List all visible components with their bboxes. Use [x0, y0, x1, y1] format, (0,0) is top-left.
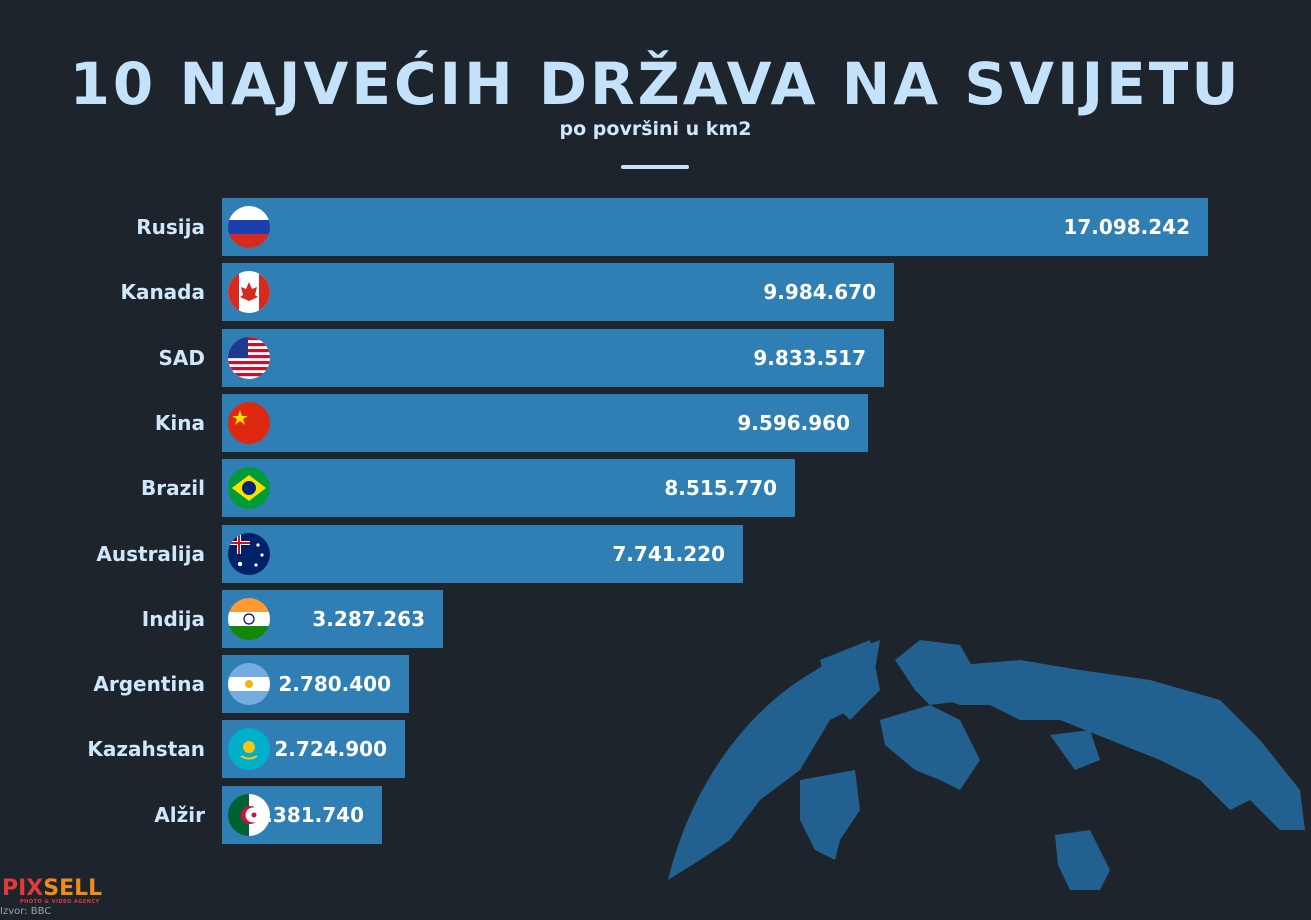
- category-label: Australija: [96, 541, 205, 566]
- value-label: 9.833.517: [753, 345, 866, 370]
- canada-flag-icon: [228, 271, 270, 314]
- bar: 7.741.220: [222, 524, 743, 583]
- bar-row: Indija 3.287.263: [0, 589, 1311, 648]
- bar-row: Rusija 17.098.242: [0, 198, 1311, 256]
- title-divider: [621, 165, 689, 169]
- india-flag-icon: [228, 597, 270, 640]
- australia-flag-icon: [228, 532, 270, 575]
- category-label: Alžir: [154, 802, 205, 827]
- bar-row: Brazil 8.515.770: [0, 459, 1311, 518]
- category-label: Indija: [141, 606, 205, 631]
- bar-row: Kanada 9.984.670: [0, 263, 1311, 322]
- algeria-flag-icon: [228, 793, 270, 836]
- kazakhstan-flag-icon: [228, 728, 270, 771]
- value-label: 2.724.900: [274, 737, 387, 762]
- bar: 17.098.242: [222, 198, 1208, 256]
- value-label: 3.287.263: [312, 606, 425, 631]
- bar: 2.780.400: [222, 655, 409, 714]
- value-label: 17.098.242: [1063, 215, 1190, 239]
- value-label: 2.381.740: [251, 802, 364, 827]
- usa-flag-icon: [228, 336, 270, 379]
- bar: 9.833.517: [222, 328, 884, 387]
- value-label: 9.596.960: [737, 410, 850, 435]
- category-label: Kazahstan: [87, 737, 205, 762]
- category-label: Rusija: [136, 215, 205, 239]
- category-label: Kina: [154, 410, 205, 435]
- category-label: Kanada: [120, 280, 205, 305]
- logo-tagline: PHOTO & VIDEO AGENCY: [20, 899, 100, 905]
- bar: 2.724.900: [222, 720, 405, 779]
- argentina-flag-icon: [228, 663, 270, 706]
- bar-row: Australija 7.741.220: [0, 524, 1311, 583]
- china-flag-icon: [228, 401, 270, 444]
- category-label: Argentina: [93, 672, 205, 697]
- logo-part-b: SELL: [43, 876, 103, 901]
- chart-subtitle: po površini u km2: [559, 118, 752, 140]
- value-label: 9.984.670: [763, 280, 876, 305]
- bar-row: Argentina 2.780.400: [0, 655, 1311, 714]
- bar: 9.984.670: [222, 263, 894, 322]
- source-note: Izvor: BBC: [0, 906, 52, 917]
- chart-title: 10 NAJVEĆIH DRŽAVA NA SVIJETU: [69, 50, 1242, 118]
- bar: 3.287.263: [222, 589, 443, 648]
- value-label: 8.515.770: [664, 476, 777, 501]
- bar: 8.515.770: [222, 459, 795, 518]
- bar: 9.596.960: [222, 393, 868, 452]
- brazil-flag-icon: [228, 467, 270, 510]
- bar-row: SAD 9.833.517: [0, 328, 1311, 387]
- bar-row: Alžir 2.381.740: [0, 785, 1311, 844]
- pixsell-logo: PIXSELL: [2, 876, 102, 901]
- bar-row: Kazahstan 2.724.900: [0, 720, 1311, 779]
- category-label: SAD: [158, 345, 205, 370]
- bar: 2.381.740: [222, 785, 382, 844]
- logo-part-a: PIX: [2, 876, 44, 901]
- value-label: 7.741.220: [612, 541, 725, 566]
- value-label: 2.780.400: [278, 672, 391, 697]
- bar-row: Kina 9.596.960: [0, 393, 1311, 452]
- category-label: Brazil: [141, 476, 205, 501]
- russia-flag-icon: [228, 206, 270, 248]
